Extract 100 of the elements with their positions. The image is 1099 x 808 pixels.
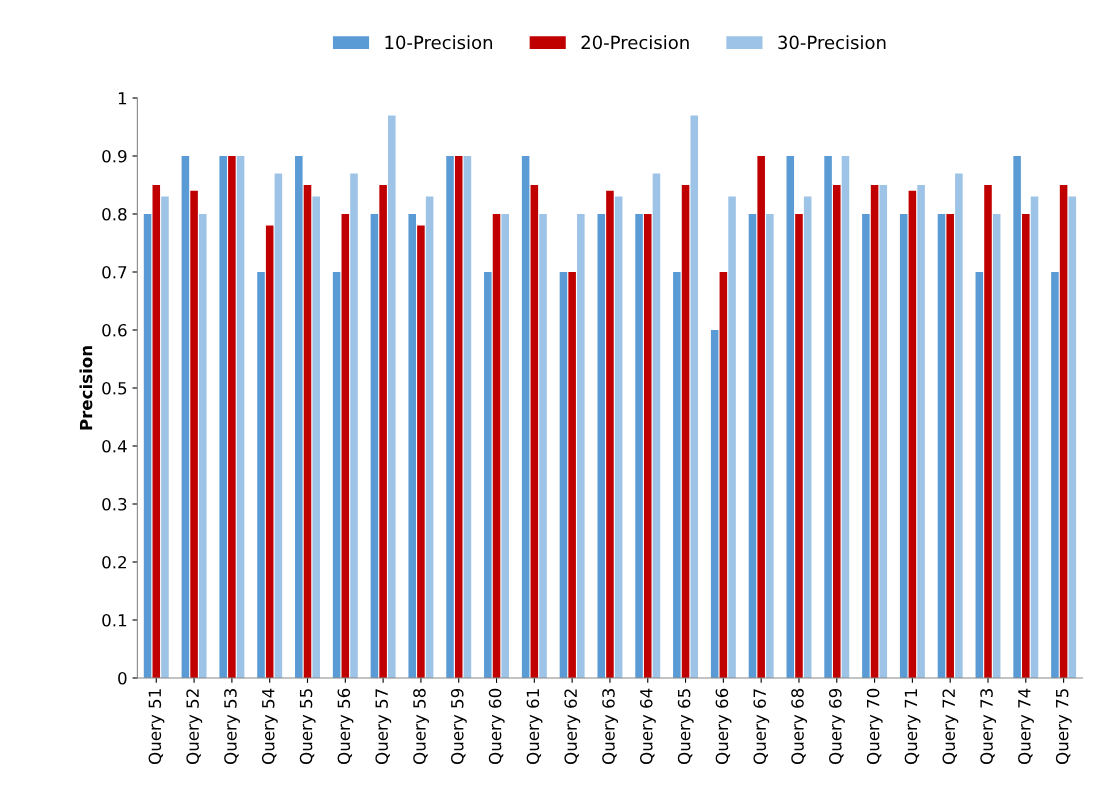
bar [228,156,236,678]
bar [143,214,152,678]
bar [295,156,303,678]
x-tick-label: Query 59 [450,688,467,764]
x-tick-label: Query 69 [829,688,845,764]
bar [1013,156,1021,678]
x-tick-label: Query 67 [753,689,770,764]
x-tick-label: Query 62 [564,689,581,764]
bar [635,214,643,678]
x-tick-label: Query 71 [904,689,921,764]
legend-label: 30-Precision [778,35,886,50]
bar [992,214,1001,678]
bar [492,214,501,678]
x-tick-label: Query 56 [337,688,354,764]
bar [937,214,946,678]
bar [728,196,736,678]
y-tick-label: 0.8 [102,207,127,221]
bar [606,190,614,678]
bar [303,185,312,678]
x-tick-label: Query 72 [942,689,959,764]
legend-label: 20-Precision [581,35,689,50]
bar [681,185,690,678]
x-tick-label: Query 66 [715,688,732,764]
bar [463,156,472,678]
bar [833,185,841,678]
bar [795,214,803,678]
bar [181,156,190,678]
bar [1051,272,1059,678]
y-tick-label: 1 [118,92,127,105]
bar [332,272,341,678]
x-tick-label: Query 53 [224,689,240,764]
bar [341,214,350,678]
x-tick-label: Query 60 [488,688,505,764]
bar [748,214,757,678]
x-tick-label: Query 64 [639,688,656,764]
y-tick-label: 0 [118,671,127,685]
x-tick-label: Query 58 [413,688,429,764]
y-tick-label: 0.1 [102,613,127,627]
legend-label: 10-Precision [385,35,492,50]
bar [803,196,812,678]
x-tick-label: Query 61 [526,689,543,764]
bar [190,190,198,678]
bar [388,115,396,678]
bar [1068,196,1077,678]
y-tick-label: 0.6 [102,323,127,337]
y-tick-label: 0.3 [102,497,127,511]
bar [917,185,925,678]
x-tick-label: Query 57 [375,689,392,764]
bar [690,115,699,678]
bar [265,225,274,678]
bar [425,196,434,678]
x-tick-label: Query 70 [866,688,883,764]
bar [1030,196,1039,678]
bar [1059,185,1068,678]
bar [577,214,585,678]
bar [862,214,870,678]
x-tick-label: Query 73 [980,689,997,764]
bar [236,156,245,678]
bar [643,214,652,678]
bar [899,214,908,678]
bar [257,272,265,678]
y-tick-label: 0.5 [102,381,127,395]
bar [417,225,425,678]
bar [719,272,728,678]
bar [521,156,530,678]
y-tick-label: 0.2 [102,555,126,569]
bar [975,272,984,678]
bar [501,214,509,678]
bar [350,173,358,678]
bar [955,173,963,678]
bar [312,196,320,678]
y-tick-label: 0.9 [102,149,127,163]
bar [484,272,492,678]
bar [408,214,416,678]
bar [870,185,879,678]
bar [786,156,795,678]
x-tick-label: Query 51 [148,689,165,764]
bar [946,214,954,678]
bar [614,196,623,678]
bar [152,185,161,678]
bar [824,156,832,678]
bar [908,190,917,678]
x-tick-label: Query 68 [791,688,808,764]
bar [757,156,765,678]
bar [673,272,681,678]
bar [274,173,283,678]
bar [984,185,992,678]
bar [379,185,387,678]
x-tick-label: Query 54 [261,688,278,764]
bar [559,272,568,678]
bar [161,196,169,678]
bar [710,330,719,678]
x-tick-label: Query 55 [299,689,316,764]
bar [652,173,661,678]
bar [1022,214,1030,678]
bar [446,156,454,678]
bar [199,214,207,678]
bar [568,272,576,678]
bar [841,156,850,678]
x-tick-label: Query 63 [602,689,619,764]
